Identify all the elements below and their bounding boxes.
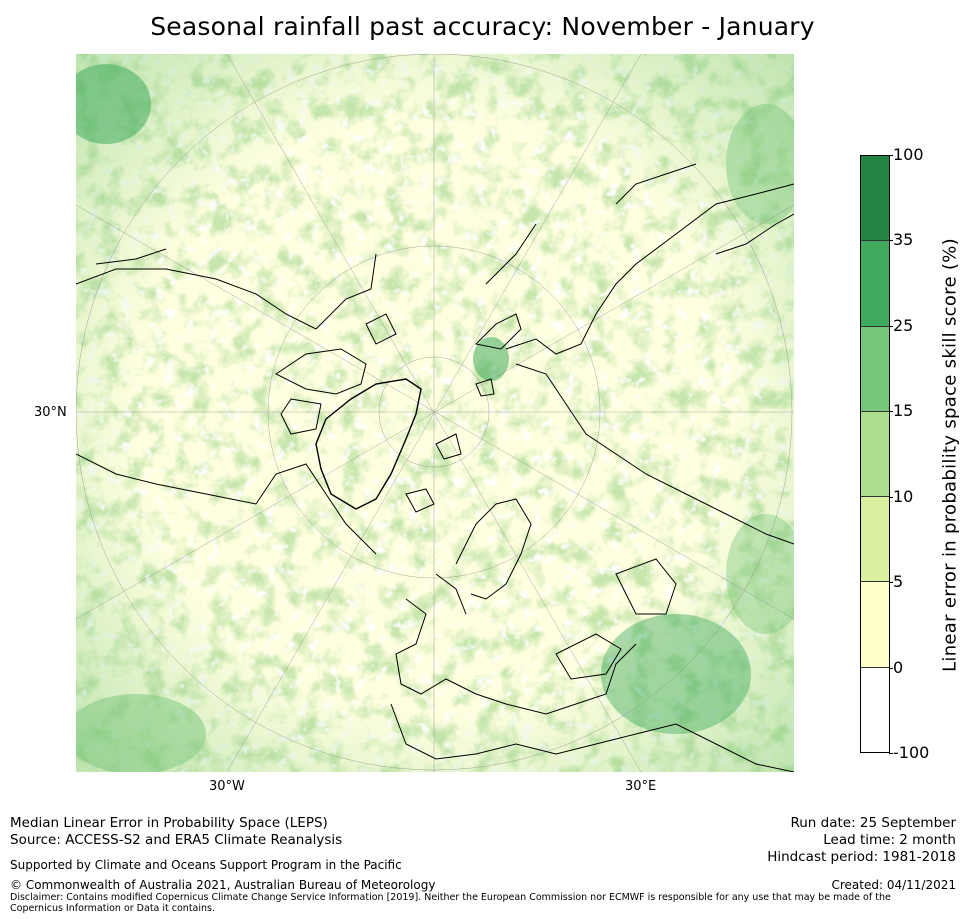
footer-copyright: © Commonwealth of Australia 2021, Austra…	[10, 878, 436, 892]
colorbar-tick-label: 0	[888, 657, 904, 677]
colorbar-segment	[861, 582, 889, 668]
footer-disclaimer: Disclaimer: Contains modified Copernicus…	[10, 892, 891, 914]
colorbar-segment	[861, 411, 889, 498]
footer-right: Run date: 25 September Lead time: 2 mont…	[767, 815, 956, 866]
colorbar-segment	[861, 326, 889, 412]
footer-left: Median Linear Error in Probability Space…	[10, 815, 342, 849]
colorbar	[860, 155, 890, 753]
colorbar-segment	[861, 497, 889, 583]
footer-support: Supported by Climate and Oceans Support …	[10, 858, 402, 872]
chart-title: Seasonal rainfall past accuracy: Novembe…	[150, 12, 815, 41]
colorbar-tick-label: 15	[888, 401, 914, 421]
colorbar-tick-label: 10	[888, 486, 914, 506]
footer-run-date: Run date: 25 September	[790, 815, 956, 831]
footer-lead-time: Lead time: 2 month	[823, 832, 956, 848]
footer-leps: Median Linear Error in Probability Space…	[10, 815, 328, 831]
colorbar-tick-label: 35	[888, 230, 914, 250]
footer-hindcast: Hindcast period: 1981-2018	[767, 849, 956, 865]
colorbar-tick-label: 100	[889, 145, 924, 164]
coastlines	[76, 163, 794, 772]
colorbar-label: Linear error in probability space skill …	[939, 238, 961, 672]
map-canvas	[76, 54, 794, 772]
footer-created: Created: 04/11/2021	[831, 878, 956, 892]
footer-source: Source: ACCESS-S2 and ERA5 Climate Reana…	[10, 832, 343, 848]
lon-label-30e: 30°E	[625, 779, 657, 794]
colorbar-tick-label: 25	[888, 315, 914, 335]
colorbar-tick-label: 5	[888, 572, 904, 592]
colorbar-tick-label: -100	[888, 743, 930, 762]
polar-map[interactable]	[76, 54, 794, 772]
lon-label-30w: 30°W	[209, 779, 245, 794]
colorbar-segment	[861, 156, 889, 242]
colorbar-segment	[861, 667, 889, 752]
lat-label-30n: 30°N	[34, 405, 67, 420]
graticule	[76, 54, 794, 772]
colorbar-segment	[861, 241, 889, 327]
